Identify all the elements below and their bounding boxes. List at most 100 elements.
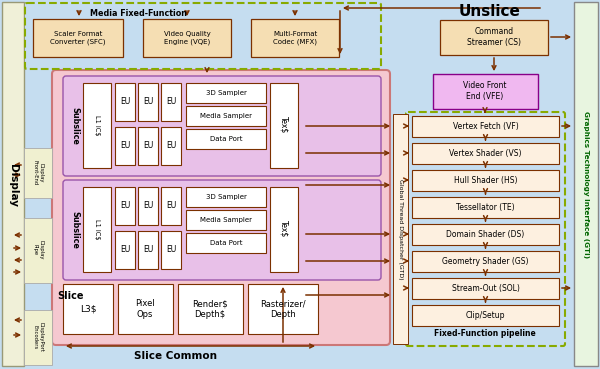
Text: EU: EU xyxy=(143,141,153,151)
Bar xyxy=(118,284,173,334)
Bar xyxy=(412,116,559,137)
Bar xyxy=(24,218,52,283)
FancyBboxPatch shape xyxy=(63,180,381,280)
Text: Command
Streamer (CS): Command Streamer (CS) xyxy=(467,27,521,47)
Bar xyxy=(115,127,135,165)
Bar xyxy=(138,83,158,121)
Bar xyxy=(248,284,318,334)
FancyBboxPatch shape xyxy=(25,3,381,69)
Bar xyxy=(24,310,52,365)
Text: EU: EU xyxy=(143,97,153,107)
Bar xyxy=(186,187,266,207)
Text: Media Fixed-Function: Media Fixed-Function xyxy=(90,8,187,17)
Text: Media Sampler: Media Sampler xyxy=(200,113,252,119)
Bar xyxy=(574,2,598,366)
Text: Global Thread Dispatcher (GTD): Global Thread Dispatcher (GTD) xyxy=(398,179,403,279)
Bar xyxy=(2,2,24,366)
Text: Stream-Out (SOL): Stream-Out (SOL) xyxy=(452,284,520,293)
FancyBboxPatch shape xyxy=(52,70,390,345)
Bar xyxy=(115,83,135,121)
Text: Pixel
Ops: Pixel Ops xyxy=(135,299,155,319)
Bar xyxy=(412,251,559,272)
Text: Tessellator (TE): Tessellator (TE) xyxy=(456,203,515,212)
Bar xyxy=(33,19,123,57)
Bar xyxy=(412,197,559,218)
Text: EU: EU xyxy=(166,141,176,151)
Bar xyxy=(412,278,559,299)
Text: Display
Front-End: Display Front-End xyxy=(32,161,43,186)
Bar xyxy=(161,231,181,269)
Text: EU: EU xyxy=(120,97,130,107)
Text: DisplayPort
Encoders: DisplayPort Encoders xyxy=(32,322,43,352)
Text: Subslice: Subslice xyxy=(71,211,79,249)
Text: Media Sampler: Media Sampler xyxy=(200,217,252,223)
Bar xyxy=(83,187,111,272)
Bar xyxy=(83,83,111,168)
Text: 3D Sampler: 3D Sampler xyxy=(206,90,247,96)
Bar xyxy=(138,187,158,225)
Text: Video Front
End (VFE): Video Front End (VFE) xyxy=(463,81,507,101)
Bar xyxy=(63,284,113,334)
Bar xyxy=(186,233,266,253)
Bar xyxy=(161,187,181,225)
Bar xyxy=(161,83,181,121)
Text: Video Quality
Engine (VQE): Video Quality Engine (VQE) xyxy=(164,31,211,45)
Bar xyxy=(270,187,298,272)
Text: Slice: Slice xyxy=(58,291,84,301)
Text: Vertex Shader (VS): Vertex Shader (VS) xyxy=(449,149,522,158)
Bar xyxy=(440,20,548,55)
Text: Display
Pipe: Display Pipe xyxy=(32,240,43,260)
Text: Data Port: Data Port xyxy=(210,136,242,142)
Text: Render$
Depth$: Render$ Depth$ xyxy=(192,299,228,319)
Text: Unslice: Unslice xyxy=(459,4,521,20)
Bar xyxy=(138,127,158,165)
Bar xyxy=(178,284,243,334)
Text: Graphics Technology Interface (GTI): Graphics Technology Interface (GTI) xyxy=(583,111,589,259)
Bar xyxy=(186,129,266,149)
FancyBboxPatch shape xyxy=(63,76,381,176)
Bar xyxy=(412,170,559,191)
Text: Clip/Setup: Clip/Setup xyxy=(466,311,505,320)
Bar xyxy=(186,210,266,230)
Bar xyxy=(24,148,52,198)
Text: Geometry Shader (GS): Geometry Shader (GS) xyxy=(442,257,529,266)
Text: Slice Common: Slice Common xyxy=(133,351,217,361)
Text: EU: EU xyxy=(120,201,130,210)
Text: Multi-Format
Codec (MFX): Multi-Format Codec (MFX) xyxy=(273,31,317,45)
Text: Hull Shader (HS): Hull Shader (HS) xyxy=(454,176,517,185)
Text: Domain Shader (DS): Domain Shader (DS) xyxy=(446,230,524,239)
Text: L3$: L3$ xyxy=(80,304,96,314)
Text: Subslice: Subslice xyxy=(71,107,79,145)
Bar xyxy=(433,74,538,109)
Text: L1 IC$: L1 IC$ xyxy=(94,219,100,239)
Bar xyxy=(270,83,298,168)
Text: Display: Display xyxy=(8,163,18,207)
Text: EU: EU xyxy=(166,97,176,107)
Bar xyxy=(393,114,408,344)
Bar xyxy=(186,83,266,103)
Bar xyxy=(412,143,559,164)
Bar xyxy=(251,19,339,57)
Text: EU: EU xyxy=(120,245,130,255)
Bar xyxy=(161,127,181,165)
Text: Scaler Format
Converter (SFC): Scaler Format Converter (SFC) xyxy=(50,31,106,45)
Text: Fixed-Function pipeline: Fixed-Function pipeline xyxy=(434,328,536,338)
Text: EU: EU xyxy=(166,245,176,255)
Bar xyxy=(115,231,135,269)
Text: EU: EU xyxy=(120,141,130,151)
Text: Rasterizer/
Depth: Rasterizer/ Depth xyxy=(260,299,306,319)
Text: Tex$: Tex$ xyxy=(280,220,289,238)
Bar xyxy=(412,305,559,326)
Bar xyxy=(115,187,135,225)
Bar xyxy=(186,106,266,126)
Bar xyxy=(143,19,231,57)
Text: EU: EU xyxy=(166,201,176,210)
Text: EU: EU xyxy=(143,201,153,210)
Text: EU: EU xyxy=(143,245,153,255)
Text: Vertex Fetch (VF): Vertex Fetch (VF) xyxy=(452,122,518,131)
Bar xyxy=(412,224,559,245)
Text: Data Port: Data Port xyxy=(210,240,242,246)
Text: Tex$: Tex$ xyxy=(280,116,289,134)
Text: L1 IC$: L1 IC$ xyxy=(94,115,100,135)
Bar xyxy=(138,231,158,269)
